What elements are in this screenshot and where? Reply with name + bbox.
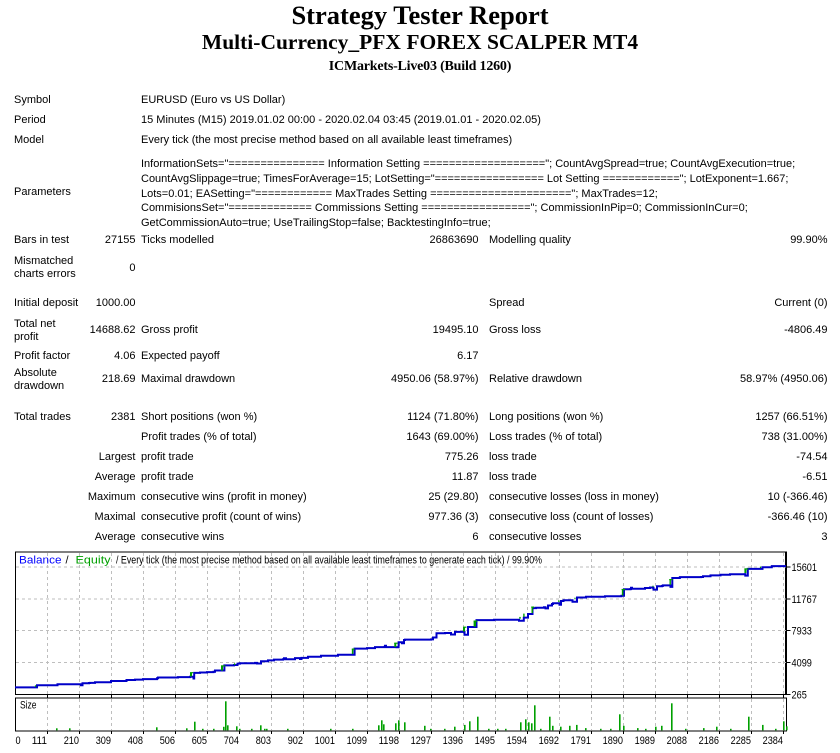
svg-text:265: 265 (792, 690, 807, 702)
svg-text:605: 605 (192, 735, 207, 747)
svg-text:/: / (66, 555, 70, 567)
svg-text:506: 506 (160, 735, 175, 747)
svg-text:408: 408 (128, 735, 143, 747)
svg-text:Size: Size (20, 700, 37, 712)
svg-text:4099: 4099 (792, 658, 812, 670)
svg-text:2384: 2384 (763, 735, 783, 747)
svg-text:7933: 7933 (792, 626, 812, 638)
svg-text:1692: 1692 (539, 735, 559, 747)
svg-text:11767: 11767 (792, 594, 818, 606)
svg-text:1495: 1495 (475, 735, 495, 747)
svg-text:1594: 1594 (507, 735, 527, 747)
svg-text:2285: 2285 (731, 735, 751, 747)
svg-text:Equity: Equity (76, 555, 112, 567)
svg-text:1099: 1099 (347, 735, 367, 747)
svg-text:Balance: Balance (19, 555, 62, 567)
svg-text:1890: 1890 (603, 735, 623, 747)
svg-text:1297: 1297 (411, 735, 431, 747)
svg-text:1791: 1791 (571, 735, 591, 747)
svg-text:210: 210 (64, 735, 79, 747)
svg-text:803: 803 (256, 735, 271, 747)
svg-text:309: 309 (96, 735, 111, 747)
svg-text:704: 704 (224, 735, 239, 747)
svg-text:1396: 1396 (443, 735, 463, 747)
svg-text:111: 111 (32, 735, 47, 747)
svg-text:15601: 15601 (792, 562, 818, 574)
svg-text:902: 902 (288, 735, 303, 747)
svg-text:2186: 2186 (699, 735, 719, 747)
svg-text:/ Every tick (the most precise: / Every tick (the most precise method ba… (116, 555, 542, 567)
svg-text:1198: 1198 (379, 735, 399, 747)
svg-text:0: 0 (16, 735, 21, 747)
svg-text:1001: 1001 (315, 735, 335, 747)
svg-text:1989: 1989 (635, 735, 655, 747)
svg-text:2088: 2088 (667, 735, 687, 747)
